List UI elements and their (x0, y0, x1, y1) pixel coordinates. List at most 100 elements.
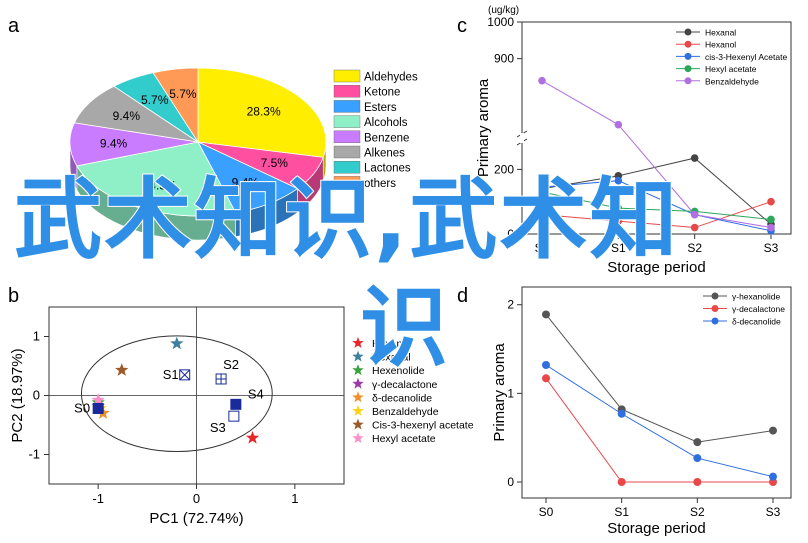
x-tick-label-d-2: S2 (690, 505, 705, 519)
legend-c-marker-1 (684, 40, 692, 48)
series-point-d-1-1 (617, 478, 626, 486)
series-point-c-1-2 (690, 223, 699, 232)
legend-b-marker-1 (352, 350, 364, 362)
legend-c-label-0: Hexanal (705, 28, 736, 38)
x-axis-label-d: Storage period (607, 520, 705, 537)
legend-d-marker-2 (711, 317, 719, 325)
watermark-line-2: 识 (359, 276, 451, 379)
sample-marker-cross-1 (179, 369, 191, 381)
legend-b-label-4: δ-decanolide (372, 392, 432, 404)
legend-b-label-1: Hexanal (372, 352, 411, 364)
legend-b-marker-2 (352, 364, 364, 376)
x-tick-label-d-0: S0 (539, 505, 554, 519)
x-axis-label-b: PC1 (72.74%) (149, 510, 243, 527)
legend-swatch-4 (333, 130, 361, 144)
pie-slice-benzene (69, 122, 199, 167)
legend-b-label-6: Cis-3-hexenyl acetate (372, 420, 474, 432)
x-tick-label-c-2: S2 (687, 241, 702, 255)
x-tick-label-c-3: S3 (764, 241, 779, 255)
pie-slice-esters (197, 141, 299, 214)
x-tick-label-d-1: S1 (614, 505, 629, 519)
compound-marker-1 (170, 336, 184, 350)
pca-plot-b: -1 0 1 1 0 -1 PC1 (72.74%) PC2 (18.97%) S0 S1 S2 S3… (9, 306, 345, 527)
y-axis-label-c: Primary aroma (475, 78, 492, 177)
pie-slice-others (152, 67, 199, 144)
y-tick-label-c-1: 900 (494, 52, 514, 66)
legend-d-label-2: δ-decanolide (732, 317, 781, 327)
watermark-line-1: 武术知识,武术知 (13, 168, 680, 271)
pie-slice-alcohols (76, 141, 237, 217)
y-tick-label-d-0: 2 (507, 298, 514, 312)
legend-b-marker-7 (352, 432, 364, 444)
panel-letter-a: a (8, 15, 20, 37)
series-point-d-1-2 (693, 478, 702, 486)
pie-data-label-7: 5.7% (169, 87, 197, 101)
sample-label-s2: S2 (223, 357, 239, 372)
compound-marker-6 (115, 363, 129, 376)
y-axis-label-b: PC2 (18.97%) (9, 348, 26, 442)
legend-swatch-3 (333, 115, 361, 128)
pie-data-label-5: 9.4% (113, 109, 141, 123)
legend-b-marker-3 (352, 377, 364, 389)
x-tick-label-c-0: S0 (535, 241, 550, 255)
legend-c-marker-0 (684, 28, 692, 36)
series-point-d-2-0 (542, 361, 550, 369)
legend-d-marker-0 (711, 292, 719, 300)
legend-label-0: Aldehydes (364, 72, 418, 84)
y-tick-label-b-2: -1 (28, 447, 40, 462)
series-point-d-2-2 (693, 454, 702, 463)
series-point-c-0-2 (690, 154, 699, 162)
panel-letter-c: c (457, 15, 467, 37)
x-tick-label-b-0: -1 (92, 491, 104, 506)
legend-b-marker-5 (352, 405, 364, 416)
series-line-c-2 (541, 180, 772, 232)
series-point-c-4-1 (614, 120, 623, 129)
plot-frame-d (521, 286, 792, 499)
legend-label-3: Alcohols (364, 117, 408, 129)
y-tick-label-c-3: 0 (507, 227, 514, 241)
legend-label-2: Esters (364, 102, 397, 114)
series-point-c-1-1 (614, 217, 623, 225)
legend-c-label-1: Hexanol (705, 40, 736, 50)
legend-c-label-2: cis-3-Hexenyl Acetate (705, 52, 787, 62)
legend-swatch-2 (333, 100, 361, 113)
compound-marker-0 (245, 431, 260, 444)
series-point-c-1-3 (767, 197, 775, 206)
y-tick-label-b-1: 0 (33, 388, 40, 403)
plot-frame-c (521, 21, 792, 235)
legend-c-marker-3 (684, 65, 692, 73)
panel-letter-d: d (457, 285, 468, 307)
y-tick-label-c-2: 200 (494, 162, 514, 176)
legend-label-6: Lactones (364, 163, 411, 175)
legend-label-4: Benzene (364, 132, 409, 144)
legend-b-marker-0 (352, 337, 364, 348)
series-point-d-0-3 (769, 426, 777, 435)
series-point-c-4-3 (767, 223, 775, 232)
x-tick-label-d-3: S3 (766, 505, 781, 519)
series-point-c-4-2 (690, 210, 699, 219)
unit-label-c: (ug/kg) (488, 5, 519, 16)
x-axis-label-c: Storage period (607, 259, 705, 276)
y-axis-label-d: Primary aroma (491, 343, 508, 442)
legend-swatch-5 (333, 145, 361, 159)
series-point-d-2-1 (617, 409, 626, 418)
series-point-d-1-0 (542, 374, 550, 383)
series-point-d-0-0 (542, 310, 550, 319)
sample-label-s0: S0 (74, 400, 90, 415)
y-tick-label-b-0: 1 (33, 329, 40, 344)
x-tick-label-b-1: 0 (193, 491, 200, 506)
series-line-c-0 (541, 157, 772, 225)
x-tick-label-b-2: 1 (291, 491, 298, 506)
pie-slice-alkenes (73, 85, 199, 143)
series-line-d-0 (545, 314, 774, 443)
sample-label-s3: S3 (210, 420, 226, 435)
legend-label-1: Ketone (364, 87, 400, 99)
legend-d-marker-1 (711, 305, 719, 312)
series-line-d-1 (545, 378, 773, 483)
series-line-c-3 (541, 191, 772, 220)
sample-marker-s3 (228, 410, 240, 422)
legend-b-label-0: Hexanol (372, 338, 411, 350)
confidence-ellipse (80, 335, 273, 453)
